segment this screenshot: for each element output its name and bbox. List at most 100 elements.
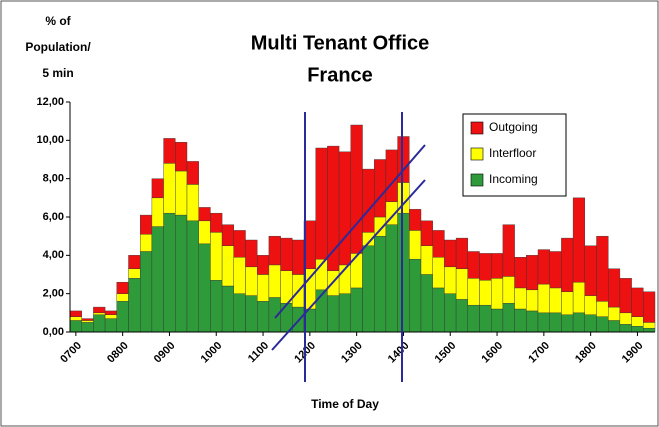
bar-segment bbox=[561, 314, 574, 333]
bar-segment bbox=[514, 287, 527, 310]
bar-segment bbox=[608, 320, 621, 333]
bar-segment bbox=[455, 299, 469, 333]
y-tick-label: 10,00 bbox=[36, 134, 64, 146]
bar-segment bbox=[491, 308, 504, 333]
bar-segment bbox=[163, 212, 176, 333]
bar-segment bbox=[151, 197, 164, 227]
bar-segment bbox=[537, 312, 550, 333]
bar-segment bbox=[514, 257, 527, 289]
bar-segment bbox=[151, 178, 164, 199]
bar-segment bbox=[116, 293, 129, 302]
bar-segment bbox=[350, 287, 363, 333]
bar-segment bbox=[81, 320, 94, 323]
bar-segment bbox=[69, 320, 82, 333]
y-tick-label: 0,00 bbox=[43, 326, 64, 338]
bar-segment bbox=[233, 230, 246, 258]
bar-segment bbox=[479, 280, 492, 306]
bar-segment bbox=[643, 291, 656, 323]
bar-segment bbox=[397, 212, 410, 333]
bar-segment bbox=[572, 197, 585, 283]
bar-segment bbox=[210, 212, 223, 233]
bar-segment bbox=[210, 232, 223, 281]
bar-segment bbox=[233, 293, 246, 333]
bar-segment bbox=[608, 306, 621, 321]
bar-segment bbox=[221, 285, 235, 333]
y-axis-label: Population/ bbox=[25, 40, 91, 54]
bar-segment bbox=[374, 159, 387, 218]
bar-segment bbox=[596, 301, 609, 317]
y-axis-label: 5 min bbox=[42, 66, 73, 80]
bar-segment bbox=[327, 295, 340, 333]
legend-label: Outgoing bbox=[489, 120, 538, 134]
bar-segment bbox=[409, 209, 422, 231]
bar-segment bbox=[245, 295, 258, 333]
bar-segment bbox=[116, 301, 129, 333]
bar-segment bbox=[596, 235, 609, 302]
bar-segment bbox=[362, 168, 375, 233]
bar-segment bbox=[186, 184, 199, 222]
bar-segment bbox=[233, 257, 246, 294]
bar-segment bbox=[444, 293, 457, 333]
bar-segment bbox=[245, 266, 258, 296]
bar-segment bbox=[151, 226, 164, 333]
bar-segment bbox=[537, 249, 550, 285]
bar-segment bbox=[619, 312, 632, 325]
legend-label: Interfloor bbox=[489, 146, 536, 160]
bar-segment bbox=[292, 239, 305, 275]
bar-segment bbox=[608, 268, 621, 308]
bar-segment bbox=[104, 318, 117, 333]
bar-segment bbox=[619, 278, 632, 314]
y-tick-label: 2,00 bbox=[43, 288, 64, 300]
bar-segment bbox=[198, 243, 211, 333]
bar-segment bbox=[479, 304, 492, 333]
bar-segment bbox=[537, 283, 550, 314]
bar-segment bbox=[631, 316, 644, 327]
bar-segment bbox=[186, 220, 199, 333]
bar-segment bbox=[491, 253, 504, 279]
bar-segment bbox=[245, 239, 258, 268]
bar-segment bbox=[93, 312, 106, 315]
bar-segment bbox=[455, 268, 469, 300]
bar-segment bbox=[139, 214, 153, 235]
y-tick-label: 8,00 bbox=[43, 173, 64, 185]
chart-subtitle: France bbox=[307, 64, 373, 86]
bar-segment bbox=[350, 124, 363, 254]
bar-segment bbox=[572, 281, 585, 314]
bar-segment bbox=[584, 314, 597, 333]
bar-segment bbox=[350, 253, 363, 289]
bar-segment bbox=[93, 306, 106, 314]
x-axis-label: Time of Day bbox=[311, 397, 379, 411]
annotation-line bbox=[274, 144, 426, 319]
bar-segment bbox=[561, 237, 574, 292]
bar-segment bbox=[385, 149, 398, 202]
bar-segment bbox=[93, 314, 106, 333]
bar-segment bbox=[526, 289, 539, 312]
bar-segment bbox=[198, 207, 211, 222]
bar-segment bbox=[280, 270, 293, 304]
bar-segment bbox=[549, 251, 562, 289]
annotation-line bbox=[271, 179, 426, 351]
bar-segment bbox=[479, 253, 492, 281]
bar-segment bbox=[467, 304, 480, 333]
bar-segment bbox=[315, 147, 328, 260]
bar-segment bbox=[420, 220, 433, 246]
bar-segment bbox=[502, 224, 515, 277]
chart-title: Multi Tenant Office bbox=[251, 32, 430, 54]
bar-segment bbox=[139, 234, 153, 252]
bar-segment bbox=[128, 278, 141, 333]
bar-segment bbox=[572, 312, 585, 333]
bar-segment bbox=[104, 314, 117, 319]
bar-segment bbox=[432, 287, 445, 333]
bar-segment bbox=[631, 326, 644, 333]
bar-segment bbox=[374, 235, 387, 333]
bar-segment bbox=[432, 257, 445, 289]
bar-segment bbox=[116, 281, 129, 294]
legend-swatch bbox=[470, 173, 484, 187]
bar-segment bbox=[210, 280, 223, 333]
legend-swatch bbox=[470, 121, 484, 135]
bar-segment bbox=[81, 318, 94, 321]
y-tick-label: 12,00 bbox=[36, 96, 64, 108]
bar-segment bbox=[420, 245, 433, 275]
bar-segment bbox=[257, 255, 270, 275]
